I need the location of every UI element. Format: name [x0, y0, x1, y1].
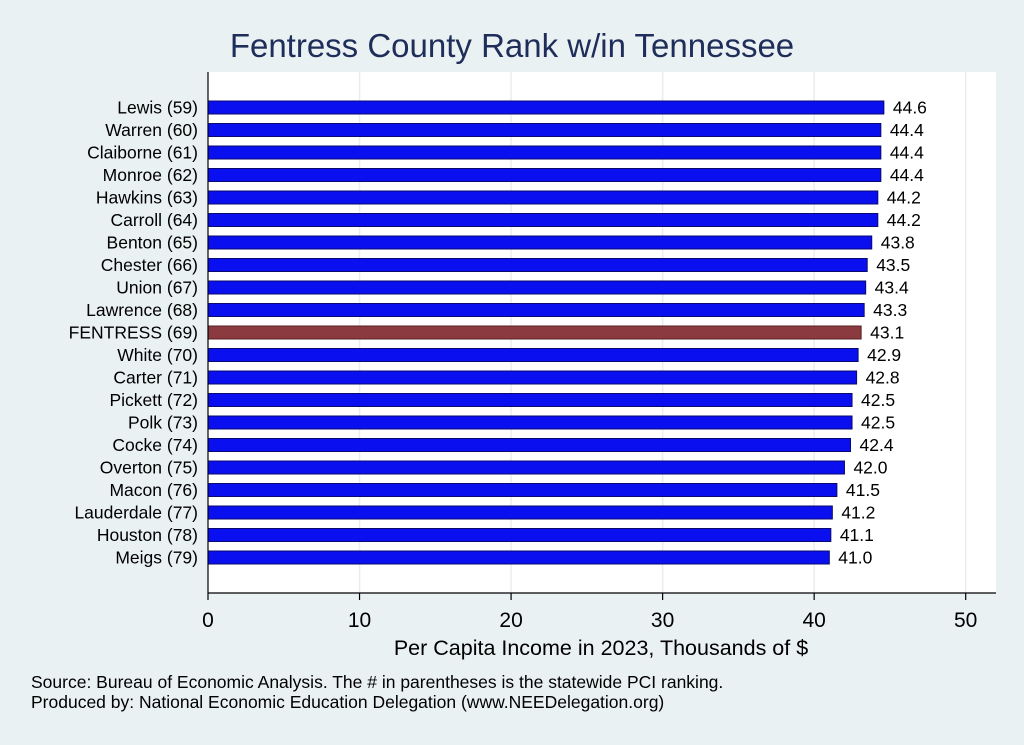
data-label: 41.1: [840, 525, 874, 545]
bar: [207, 415, 853, 430]
data-label: 44.2: [887, 210, 921, 230]
category-label: Chester (66): [101, 255, 198, 275]
source-note: Source: Bureau of Economic Analysis. The…: [31, 672, 724, 692]
x-tick-label: 30: [651, 609, 674, 632]
category-label: Overton (75): [100, 458, 198, 478]
bar: [207, 280, 867, 295]
bar: [207, 100, 885, 115]
bar: [207, 190, 879, 205]
data-label: 44.4: [890, 143, 924, 163]
data-label: 42.4: [860, 435, 894, 455]
category-label: Hawkins (63): [96, 188, 198, 208]
bar: [207, 235, 873, 250]
x-tick-label: 10: [348, 609, 371, 632]
data-label: 44.2: [887, 188, 921, 208]
bar: [207, 370, 858, 385]
bar-highlight: [207, 325, 862, 340]
category-label: Meigs (79): [115, 548, 198, 568]
x-tick-label: 0: [202, 609, 214, 632]
bar: [207, 348, 859, 362]
x-axis-title: Per Capita Income in 2023, Thousands of …: [394, 636, 808, 660]
data-label: 42.8: [866, 368, 900, 388]
bar: [207, 213, 879, 227]
bar: [207, 505, 833, 520]
data-label: 42.0: [853, 458, 887, 478]
chart-title: Fentress County Rank w/in Tennessee: [229, 27, 795, 64]
bar: [207, 460, 845, 475]
data-label: 43.8: [881, 233, 915, 253]
data-label: 42.5: [861, 390, 895, 410]
category-label: Monroe (62): [103, 165, 198, 185]
bar: [207, 168, 882, 182]
category-label: Houston (78): [97, 525, 198, 545]
data-label: 42.5: [861, 413, 895, 433]
bar: [207, 393, 853, 407]
category-label: Lauderdale (77): [74, 503, 198, 523]
data-label: 43.5: [876, 255, 910, 275]
data-label: 42.9: [867, 345, 901, 365]
data-label: 41.5: [846, 480, 880, 500]
category-label: Cocke (74): [112, 435, 198, 455]
bar: [207, 123, 882, 137]
data-label: 41.2: [841, 503, 875, 523]
bar: [207, 303, 865, 317]
category-label: Polk (73): [128, 413, 198, 433]
x-tick-label: 20: [499, 609, 522, 632]
category-label: White (70): [117, 345, 198, 365]
category-label: Pickett (72): [110, 390, 199, 410]
category-label: Lewis (59): [117, 98, 198, 118]
bar: [207, 483, 838, 497]
data-label: 44.4: [890, 120, 924, 140]
category-label: Benton (65): [107, 233, 198, 253]
x-tick-label: 40: [802, 609, 825, 632]
category-label: Carter (71): [113, 368, 198, 388]
data-label: 44.6: [893, 98, 927, 118]
bar: [207, 528, 832, 542]
bar: [207, 550, 830, 565]
category-label: Macon (76): [109, 480, 198, 500]
data-label: 43.4: [875, 278, 909, 298]
category-label: Claiborne (61): [87, 143, 198, 163]
bar: [207, 258, 868, 272]
category-label: Lawrence (68): [86, 300, 198, 320]
category-label: Carroll (64): [110, 210, 198, 230]
producer-note: Produced by: National Economic Education…: [31, 692, 665, 712]
bar: [207, 145, 882, 160]
category-label: Union (67): [116, 278, 198, 298]
x-tick-label: 50: [954, 609, 977, 632]
data-label: 44.4: [890, 165, 924, 185]
data-label: 43.3: [873, 300, 907, 320]
data-label: 43.1: [870, 323, 904, 343]
data-label: 41.0: [838, 548, 872, 568]
category-label: FENTRESS (69): [69, 323, 198, 343]
bar: [207, 438, 852, 452]
category-label: Warren (60): [105, 120, 198, 140]
